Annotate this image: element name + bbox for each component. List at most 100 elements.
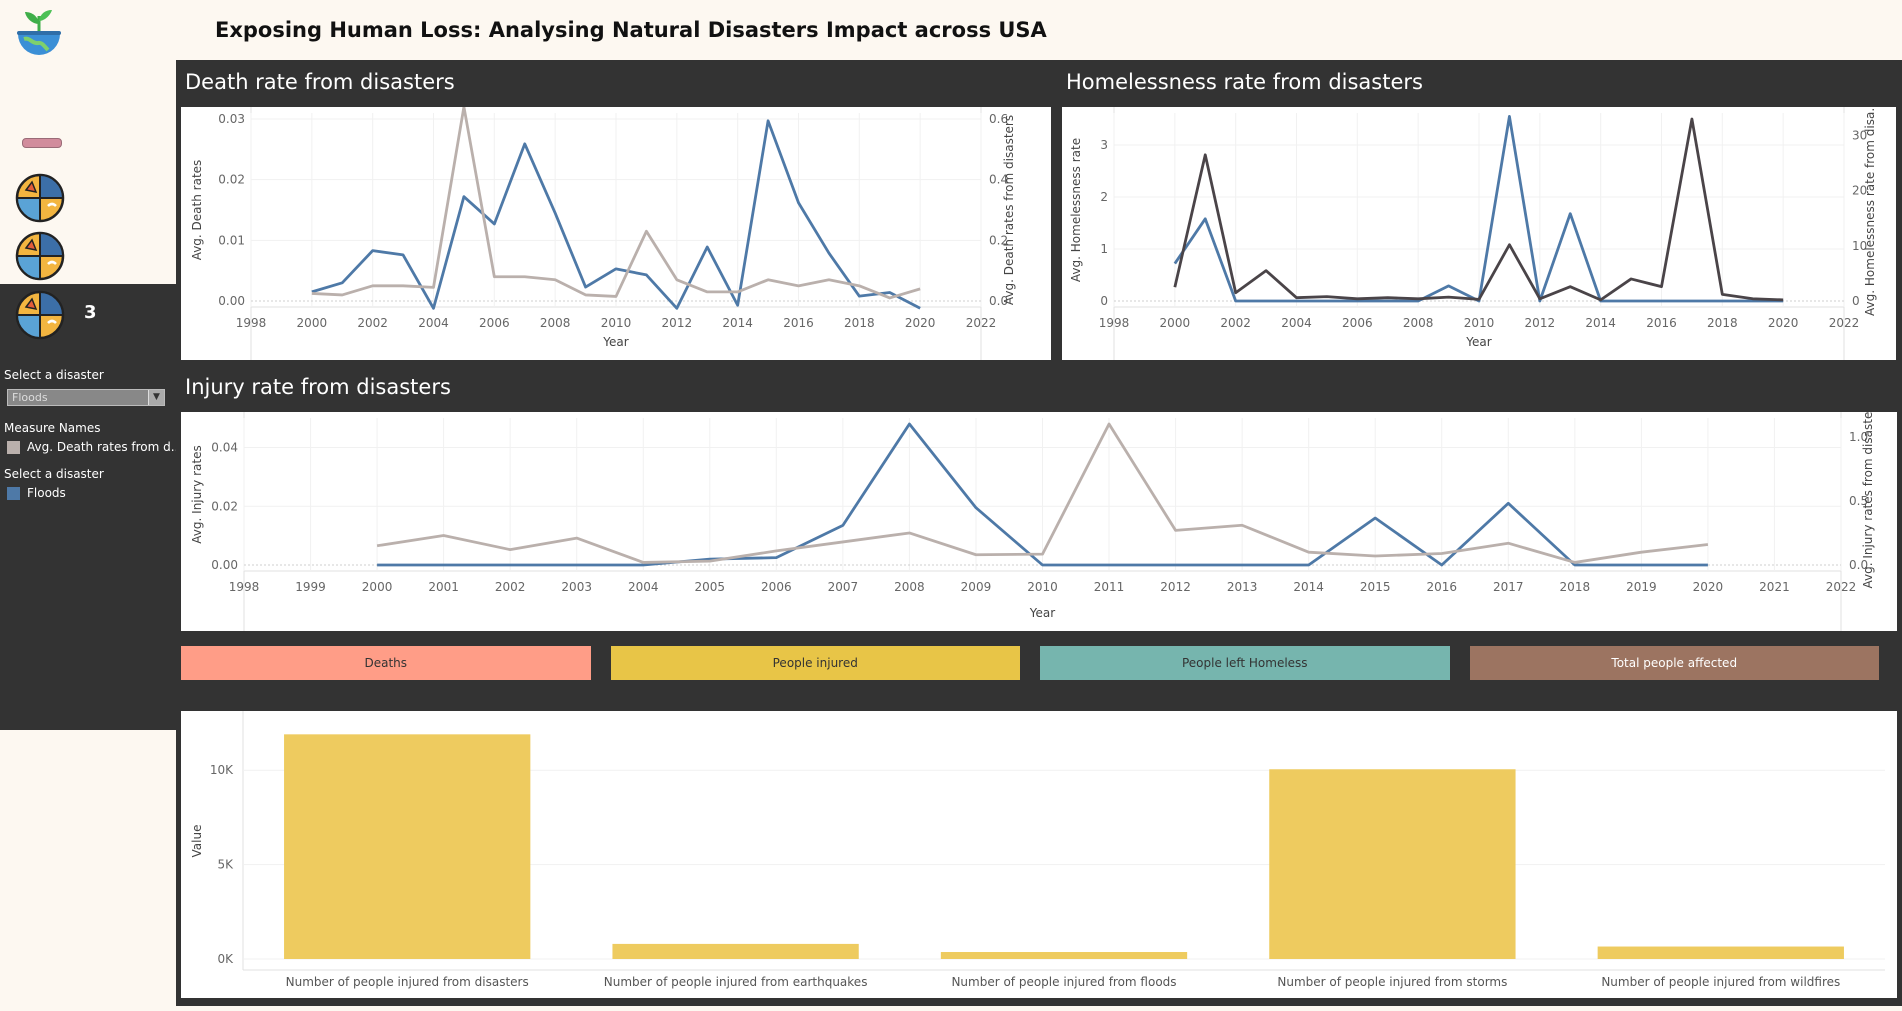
y2-tick-label: 0.0: [989, 294, 1008, 308]
x-tick-label: 2013: [1227, 580, 1258, 594]
y-tick-label: 0: [1100, 294, 1108, 308]
x-tick-label: 2002: [357, 316, 388, 330]
injuries-bar-chart[interactable]: 0K 5K 10K Value Number of people injured fro…: [181, 711, 1897, 998]
x-tick-label: Number of people injured from earthquake…: [604, 975, 868, 989]
x-tick-label: 2018: [1707, 316, 1738, 330]
injury-rate-chart[interactable]: 1998 1999 2000 2001 2002 2003 2004 2005 2006 2007…: [181, 412, 1897, 631]
series-line: [1173, 114, 1784, 303]
x-tick-label: 2018: [844, 316, 875, 330]
y-tick-label: 0.00: [218, 294, 245, 308]
x-tick-label: 2006: [1342, 316, 1373, 330]
y2-tick-label: 0: [1852, 294, 1860, 308]
y-tick-label: 2: [1100, 190, 1108, 204]
x-tick-label: 2006: [761, 580, 792, 594]
x-tick-label: 2004: [628, 580, 659, 594]
legend-swatch: [7, 486, 20, 500]
filter-label: Select a disaster: [4, 368, 104, 382]
y2-axis-title: Avg. Injury rates from disasters: [1861, 412, 1875, 589]
x-tick-label: 2005: [695, 580, 726, 594]
death-rate-chart[interactable]: 1998 2000 2002 2004 2006 2008 2010 2012 2014 2016…: [181, 107, 1051, 360]
y-tick-label: 0K: [217, 952, 234, 966]
x-tick-label: 2022: [1826, 580, 1857, 594]
x-tick-label: 2012: [662, 316, 693, 330]
x-axis-title: Year: [1465, 335, 1491, 349]
x-tick-label: 2012: [1525, 316, 1556, 330]
disaster-icon[interactable]: [14, 289, 66, 341]
y-tick-label: 1: [1100, 242, 1108, 256]
disaster-select[interactable]: Floods ▼: [7, 389, 165, 406]
x-tick-label: 2010: [1464, 316, 1495, 330]
x-tick-label: 2002: [495, 580, 526, 594]
legend-item[interactable]: Avg. Death rates from d..: [7, 440, 178, 454]
sidebar-panel: [0, 284, 176, 730]
x-tick-label: 2011: [1094, 580, 1125, 594]
kpi-button[interactable]: Total people affected: [1469, 646, 1879, 680]
disaster-icon[interactable]: [14, 172, 66, 224]
y2-tick-label: 0.2: [989, 233, 1008, 247]
y-tick-label: 10K: [210, 763, 234, 777]
x-tick-label: 1998: [1099, 316, 1130, 330]
x-tick-label: 2021: [1759, 580, 1790, 594]
x-tick-label: 2009: [961, 580, 992, 594]
kpi-button[interactable]: People left Homeless: [1040, 646, 1450, 680]
y-tick-label: 0.02: [218, 173, 245, 187]
x-tick-label: Number of people injured from disasters: [286, 975, 529, 989]
series-line: [377, 422, 1708, 567]
x-tick-label: 2020: [1693, 580, 1724, 594]
x-tick-label: 2004: [418, 316, 449, 330]
y-tick-label: 0.01: [218, 233, 245, 247]
x-tick-label: 2020: [1768, 316, 1799, 330]
y2-tick-label: 0.4: [989, 173, 1008, 187]
y2-axis-title: Avg. Homelessness rate from disa..: [1863, 107, 1877, 316]
bar: [1269, 769, 1516, 959]
bar: [284, 734, 531, 959]
x-axis-title: Year: [602, 335, 628, 349]
kpi-button[interactable]: Deaths: [181, 646, 591, 680]
kpi-button[interactable]: People injured: [610, 646, 1020, 680]
x-tick-label: 2001: [428, 580, 459, 594]
x-tick-label: 2016: [1646, 316, 1677, 330]
disaster-icon[interactable]: [14, 230, 66, 282]
x-tick-label: 2008: [540, 316, 571, 330]
series-line: [311, 119, 921, 310]
series-line: [1173, 117, 1784, 302]
x-tick-label: 1998: [229, 580, 260, 594]
y2-tick-label: 0.5: [1849, 494, 1868, 508]
x-tick-label: 2006: [479, 316, 510, 330]
bar: [612, 943, 859, 959]
x-tick-label: 2004: [1281, 316, 1312, 330]
disaster-select-value: Floods: [12, 391, 48, 404]
y2-tick-label: 10: [1852, 239, 1867, 253]
x-tick-label: 2014: [722, 316, 753, 330]
sidebar-toggle[interactable]: [22, 138, 62, 148]
y-axis-title: Value: [190, 825, 204, 858]
x-tick-label: 1998: [236, 316, 267, 330]
legend-swatch: [7, 440, 20, 454]
legend-title: Select a disaster: [4, 467, 104, 481]
y-tick-label: 0.04: [211, 441, 238, 455]
y2-axis-title: Avg. Death rates from disasters: [1002, 115, 1016, 305]
x-tick-label: 2000: [362, 580, 393, 594]
x-tick-label: Number of people injured from floods: [951, 975, 1176, 989]
panel-title: Homelessness rate from disasters: [1066, 70, 1423, 94]
y-tick-label: 0.02: [211, 499, 238, 513]
y-tick-label: 5K: [217, 858, 234, 872]
y-axis-title: Avg. Death rates: [190, 160, 204, 261]
x-tick-label: 2014: [1293, 580, 1324, 594]
homelessness-rate-chart[interactable]: 1998 2000 2002 2004 2006 2008 2010 2012 2014 2016…: [1062, 107, 1896, 360]
plant-globe-icon[interactable]: [14, 6, 64, 58]
x-tick-label: 2015: [1360, 580, 1391, 594]
series-line: [311, 107, 921, 300]
x-tick-label: 2020: [905, 316, 936, 330]
chevron-down-icon[interactable]: ▼: [148, 390, 164, 405]
x-axis-title: Year: [1029, 606, 1055, 620]
x-tick-label: Number of people injured from wildfires: [1601, 975, 1840, 989]
x-tick-label: 2022: [1829, 316, 1860, 330]
y-tick-label: 3: [1100, 138, 1108, 152]
x-tick-label: 2022: [966, 316, 997, 330]
legend-item[interactable]: Floods: [7, 486, 66, 500]
x-tick-label: 2014: [1585, 316, 1616, 330]
x-tick-label: 2018: [1560, 580, 1591, 594]
legend-title: Measure Names: [4, 421, 101, 435]
x-tick-label: 2012: [1160, 580, 1191, 594]
